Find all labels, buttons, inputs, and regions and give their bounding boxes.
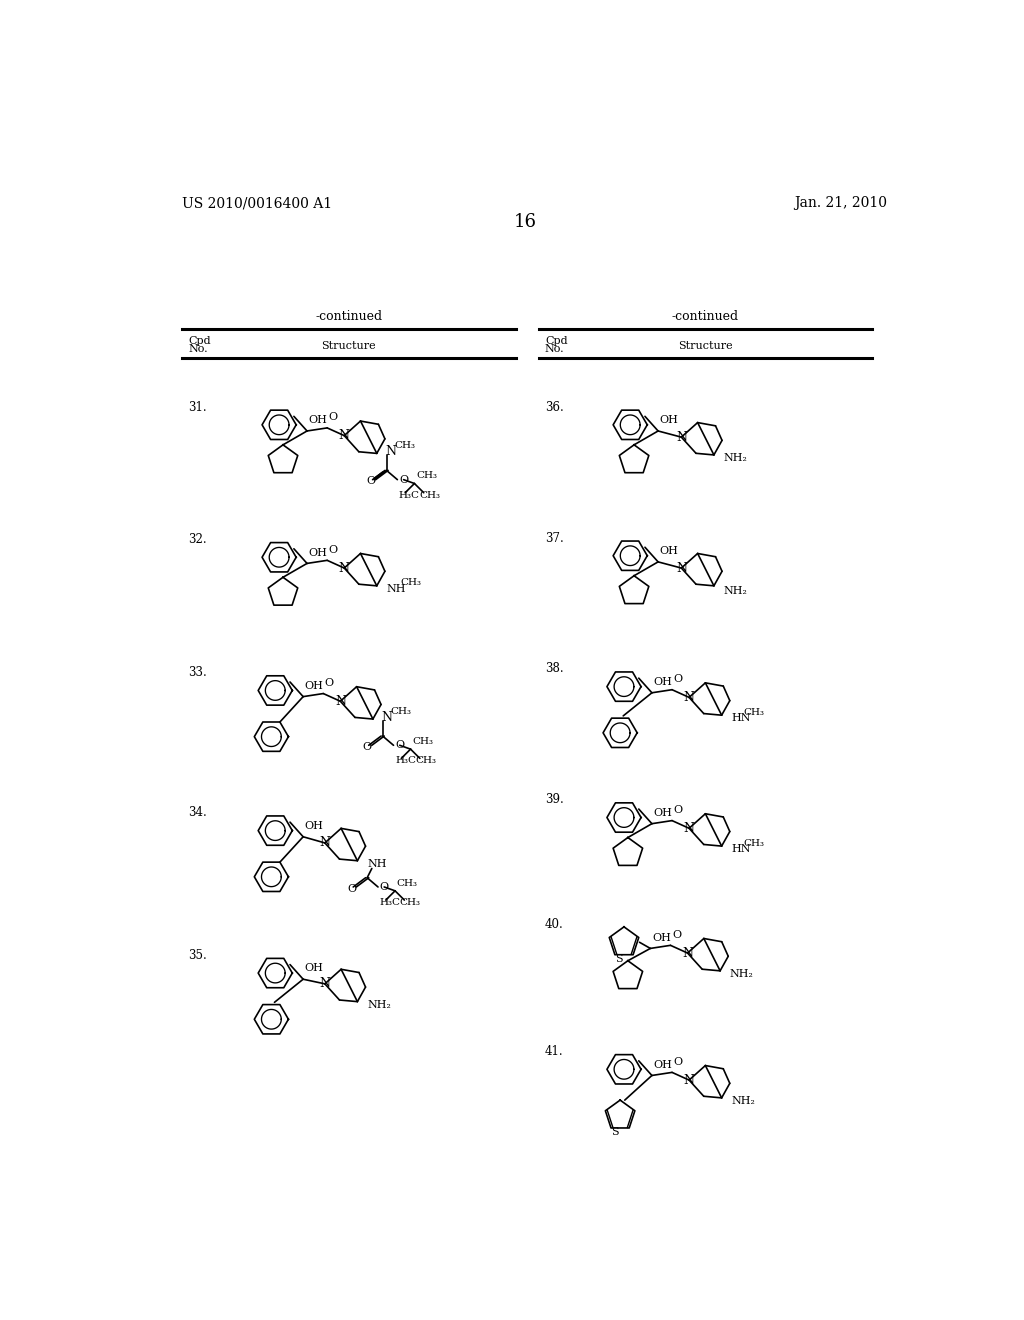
Text: H₃C: H₃C xyxy=(395,756,416,766)
Text: 34.: 34. xyxy=(188,807,207,820)
Text: CH₃: CH₃ xyxy=(743,838,765,847)
Text: OH: OH xyxy=(305,964,324,973)
Text: 31.: 31. xyxy=(188,400,207,413)
Text: Structure: Structure xyxy=(678,341,733,351)
Text: N: N xyxy=(684,822,694,834)
Text: 36.: 36. xyxy=(545,400,563,413)
Text: N: N xyxy=(676,430,687,444)
Text: O: O xyxy=(674,675,683,684)
Text: NH: NH xyxy=(386,583,407,594)
Text: OH: OH xyxy=(308,416,328,425)
Text: N: N xyxy=(319,837,331,850)
Text: OH: OH xyxy=(652,933,671,942)
Text: H₃C: H₃C xyxy=(399,491,420,499)
Text: CH₃: CH₃ xyxy=(394,441,416,450)
Text: N: N xyxy=(339,561,350,574)
Text: OH: OH xyxy=(653,808,673,818)
Text: N: N xyxy=(339,429,350,442)
Text: H₃C: H₃C xyxy=(380,898,400,907)
Text: 38.: 38. xyxy=(545,663,563,676)
Text: 32.: 32. xyxy=(188,533,207,546)
Text: Structure: Structure xyxy=(322,341,376,351)
Text: NH₂: NH₂ xyxy=(724,453,748,463)
Text: O: O xyxy=(674,1056,683,1067)
Text: O: O xyxy=(329,412,338,422)
Text: 35.: 35. xyxy=(188,949,207,962)
Text: 37.: 37. xyxy=(545,532,563,545)
Text: N: N xyxy=(684,690,694,704)
Text: O: O xyxy=(367,477,376,486)
Text: N: N xyxy=(682,946,693,960)
Text: NH: NH xyxy=(368,859,387,869)
Text: N: N xyxy=(676,561,687,574)
Text: CH₃: CH₃ xyxy=(396,879,418,887)
Text: NH₂: NH₂ xyxy=(731,1096,756,1106)
Text: Cpd: Cpd xyxy=(188,335,211,346)
Text: CH₃: CH₃ xyxy=(416,471,437,480)
Text: O: O xyxy=(672,929,681,940)
Text: O: O xyxy=(325,677,334,688)
Text: 41.: 41. xyxy=(545,1045,563,1059)
Text: US 2010/0016400 A1: US 2010/0016400 A1 xyxy=(182,197,333,210)
Text: OH: OH xyxy=(308,548,328,557)
Text: O: O xyxy=(362,742,372,752)
Text: CH₃: CH₃ xyxy=(400,578,422,587)
Text: NH₂: NH₂ xyxy=(724,586,748,595)
Text: 39.: 39. xyxy=(545,793,563,807)
Text: -continued: -continued xyxy=(315,310,382,323)
Text: 16: 16 xyxy=(513,213,537,231)
Text: O: O xyxy=(674,805,683,814)
Text: OH: OH xyxy=(653,677,673,686)
Text: CH₃: CH₃ xyxy=(415,756,436,766)
Text: N: N xyxy=(381,711,392,725)
Text: No.: No. xyxy=(188,345,208,354)
Text: N: N xyxy=(385,445,396,458)
Text: CH₃: CH₃ xyxy=(412,737,433,746)
Text: O: O xyxy=(347,883,356,894)
Text: NH₂: NH₂ xyxy=(368,999,391,1010)
Text: CH₃: CH₃ xyxy=(399,898,421,907)
Text: CH₃: CH₃ xyxy=(743,708,765,717)
Text: OH: OH xyxy=(659,546,679,556)
Text: HN: HN xyxy=(731,713,751,723)
Text: Jan. 21, 2010: Jan. 21, 2010 xyxy=(795,197,888,210)
Text: O: O xyxy=(399,475,409,484)
Text: 33.: 33. xyxy=(188,667,207,680)
Text: Cpd: Cpd xyxy=(545,335,567,346)
Text: S: S xyxy=(614,954,623,964)
Text: CH₃: CH₃ xyxy=(419,491,440,499)
Text: -continued: -continued xyxy=(672,310,739,323)
Text: O: O xyxy=(395,741,404,750)
Text: No.: No. xyxy=(545,345,564,354)
Text: N: N xyxy=(319,977,331,990)
Text: NH₂: NH₂ xyxy=(730,969,754,979)
Text: S: S xyxy=(611,1127,618,1138)
Text: OH: OH xyxy=(305,681,324,690)
Text: 40.: 40. xyxy=(545,917,563,931)
Text: O: O xyxy=(380,882,389,892)
Text: OH: OH xyxy=(305,821,324,832)
Text: OH: OH xyxy=(653,1060,673,1069)
Text: OH: OH xyxy=(659,416,679,425)
Text: HN: HN xyxy=(731,845,751,854)
Text: N: N xyxy=(335,694,346,708)
Text: CH₃: CH₃ xyxy=(390,708,412,715)
Text: O: O xyxy=(329,545,338,554)
Text: N: N xyxy=(684,1073,694,1086)
